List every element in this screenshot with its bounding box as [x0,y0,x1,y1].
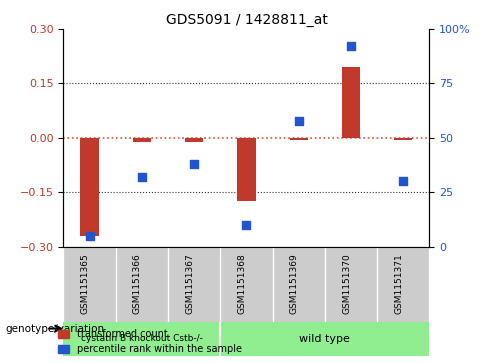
Bar [237,138,256,201]
Legend: transformed count, percentile rank within the sample: transformed count, percentile rank withi… [54,326,246,358]
Point [347,44,355,49]
Bar [342,67,360,138]
Text: GSM1151365: GSM1151365 [81,253,90,314]
Point [399,179,407,184]
Text: GSM1151368: GSM1151368 [238,253,246,314]
Bar [185,138,203,142]
Point [138,174,146,180]
Text: GSM1151371: GSM1151371 [394,253,403,314]
Text: wild type: wild type [300,334,350,344]
Bar [133,138,151,142]
Point [86,233,94,239]
Title: GDS5091 / 1428811_at: GDS5091 / 1428811_at [165,13,327,26]
Point [190,161,198,167]
Text: GSM1151370: GSM1151370 [342,253,351,314]
Text: cystatin B knockout Cstb-/-: cystatin B knockout Cstb-/- [81,334,203,343]
Text: GSM1151366: GSM1151366 [133,253,142,314]
Text: GSM1151369: GSM1151369 [290,253,299,314]
Point [243,222,250,228]
Text: GSM1151367: GSM1151367 [185,253,194,314]
Text: genotype/variation: genotype/variation [5,323,104,334]
Bar [81,138,99,236]
Bar [289,138,308,140]
Bar [394,138,412,140]
Point [295,118,303,123]
